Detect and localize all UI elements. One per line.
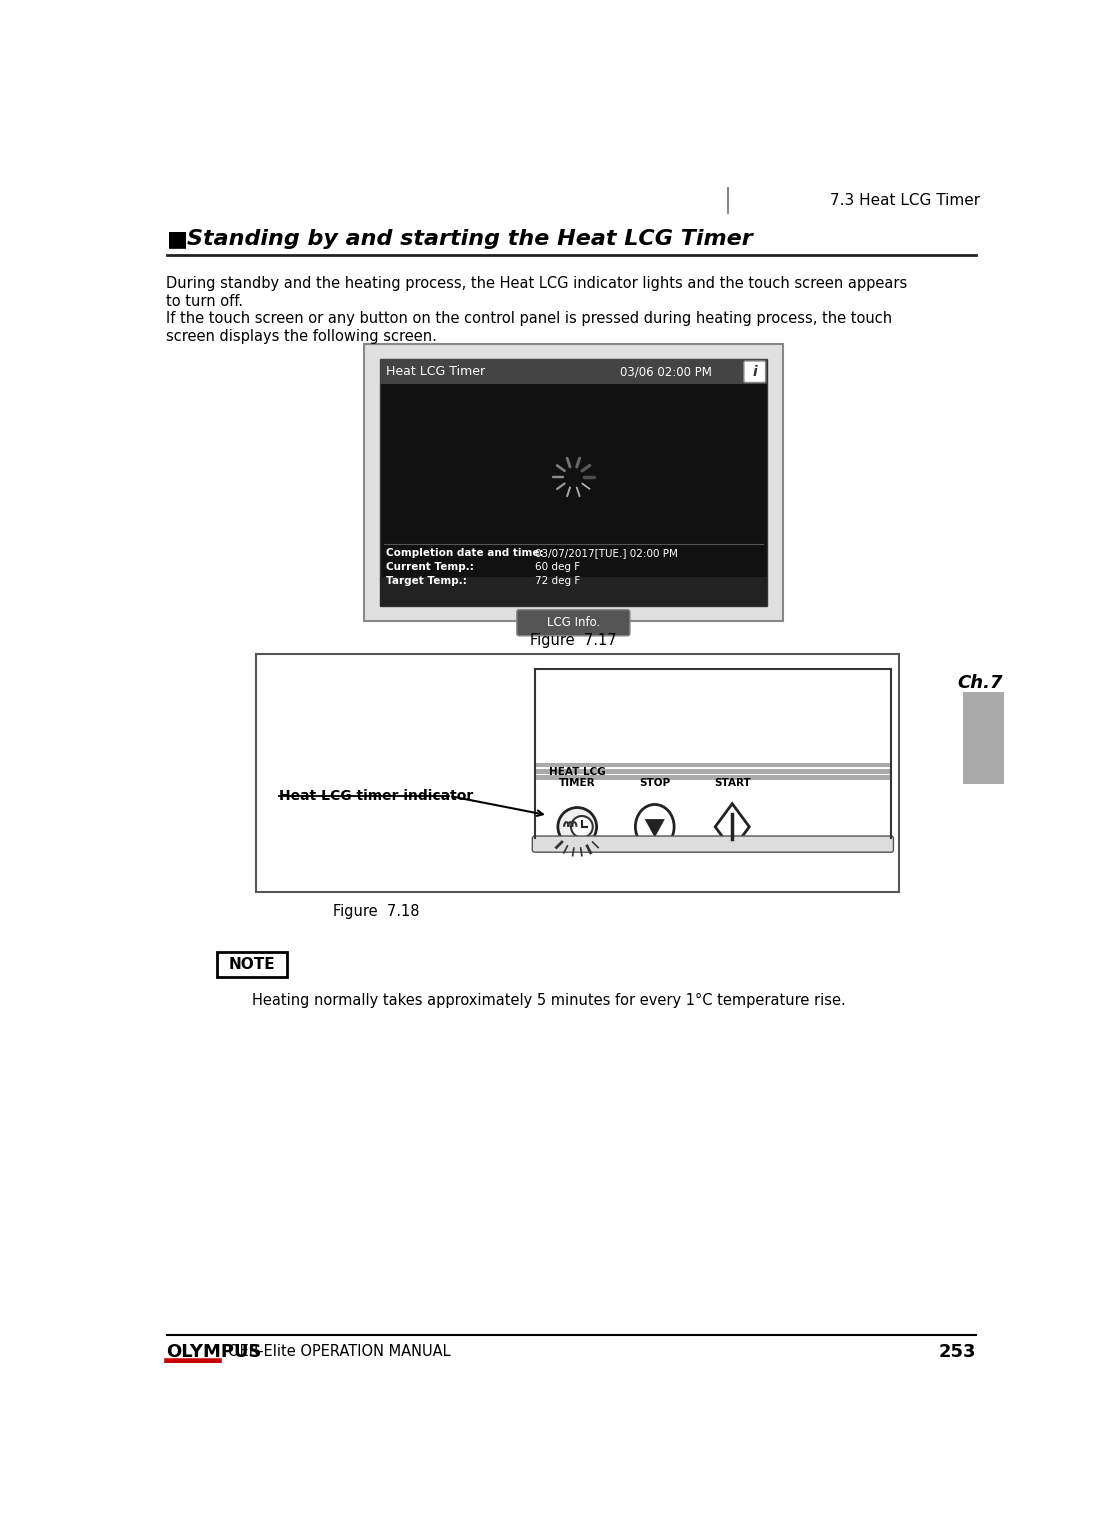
Text: Current Temp.:: Current Temp.: <box>386 562 474 571</box>
Text: 03/07/2017[TUE.] 02:00 PM: 03/07/2017[TUE.] 02:00 PM <box>534 548 678 558</box>
Bar <box>217 953 287 977</box>
Text: Completion date and time:: Completion date and time: <box>386 548 543 558</box>
Text: screen displays the following screen.: screen displays the following screen. <box>166 328 437 343</box>
Text: 72 deg F: 72 deg F <box>534 576 580 585</box>
Text: 7.3 Heat LCG Timer: 7.3 Heat LCG Timer <box>831 193 980 208</box>
Text: Heating normally takes approximately 5 minutes for every 1°C temperature rise.: Heating normally takes approximately 5 m… <box>252 993 845 1008</box>
FancyBboxPatch shape <box>532 836 893 852</box>
Text: START: START <box>714 778 750 789</box>
Bar <box>536 671 890 761</box>
Text: Heat LCG timer indicator: Heat LCG timer indicator <box>279 789 473 803</box>
Bar <box>536 763 890 768</box>
Text: 03/06 02:00 PM: 03/06 02:00 PM <box>620 365 711 378</box>
Bar <box>255 654 899 892</box>
Text: NOTE: NOTE <box>229 958 275 973</box>
Bar <box>963 692 1004 784</box>
Text: OER-Elite OPERATION MANUAL: OER-Elite OPERATION MANUAL <box>229 1345 452 1359</box>
Text: Standing by and starting the Heat LCG Timer: Standing by and starting the Heat LCG Ti… <box>187 230 753 250</box>
Text: OLYMPUS: OLYMPUS <box>166 1344 262 1360</box>
Circle shape <box>571 817 593 838</box>
Text: LCG Info.: LCG Info. <box>546 616 600 630</box>
Bar <box>536 775 890 780</box>
FancyBboxPatch shape <box>744 362 766 383</box>
Bar <box>365 345 783 620</box>
Circle shape <box>558 807 597 846</box>
Text: STOP: STOP <box>639 778 670 789</box>
Bar <box>536 769 890 774</box>
Text: Figure  7.17: Figure 7.17 <box>530 633 617 648</box>
Text: During standby and the heating process, the Heat LCG indicator lights and the to: During standby and the heating process, … <box>166 276 908 291</box>
Text: i: i <box>753 366 757 380</box>
Text: Target Temp.:: Target Temp.: <box>386 576 467 585</box>
Bar <box>379 360 767 385</box>
Ellipse shape <box>636 804 675 849</box>
Text: to turn off.: to turn off. <box>166 294 243 309</box>
Text: Figure  7.18: Figure 7.18 <box>333 904 419 919</box>
Bar <box>379 576 767 605</box>
Polygon shape <box>715 804 749 850</box>
Text: Ch.7: Ch.7 <box>958 674 1004 692</box>
Text: HEAT LCG
TIMER: HEAT LCG TIMER <box>549 766 605 789</box>
Bar <box>379 360 767 605</box>
Text: 253: 253 <box>939 1344 977 1360</box>
Text: If the touch screen or any button on the control panel is pressed during heating: If the touch screen or any button on the… <box>166 311 893 326</box>
Text: Heat LCG Timer: Heat LCG Timer <box>386 365 485 378</box>
FancyBboxPatch shape <box>516 610 630 636</box>
Text: 60 deg F: 60 deg F <box>534 562 580 571</box>
Text: ■: ■ <box>166 230 187 250</box>
Polygon shape <box>644 820 665 838</box>
